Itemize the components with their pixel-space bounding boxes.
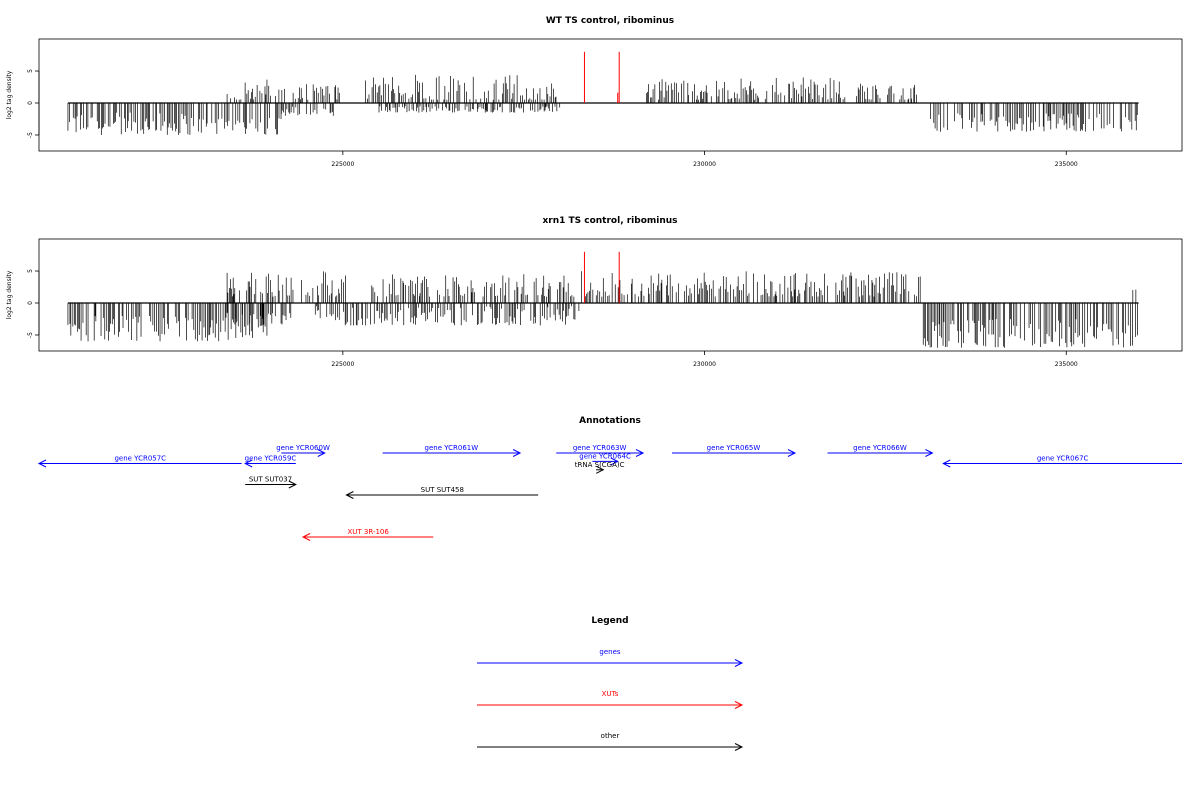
legend-label: genes (599, 648, 620, 656)
annotation-features: gene YCR057C gene YCR059C gene YCR060W gene… (37, 444, 1182, 541)
feature-label: tRNA S(CGA)C (575, 461, 625, 469)
feature-label: SUT SUT037 (249, 476, 292, 484)
y-tick-label: 0 (27, 101, 34, 105)
panel-xrn1-frame (38, 238, 1183, 352)
panel-wt-axes: -5 0 5 225000 230000 235000 (27, 69, 1078, 168)
panel-wt-frame (38, 38, 1183, 152)
annotations-title: Annotations (579, 416, 641, 426)
panel-xrn1-ylabel: log2 tag density (6, 270, 13, 319)
legend-label: XUTs (602, 690, 619, 698)
annotations-track: Annotations gene YCR057C gene YCR059Cgene… (37, 416, 1182, 541)
panel-xrn1-axes: -5 0 5 225000 230000 235000 (27, 269, 1078, 368)
panel-wt-marks (67, 51, 1139, 135)
legend-arrow-head (734, 659, 744, 667)
feature-label: gene YCR061W (425, 444, 479, 452)
feature-arrow-head (596, 465, 605, 474)
x-tick-label: 230000 (693, 361, 716, 368)
panel-xrn1-title: xrn1 TS control, ribominus (542, 216, 677, 226)
feature-label: gene YCR059C (245, 455, 297, 463)
y-tick-label: -5 (27, 332, 34, 338)
feature-arrow-head (288, 480, 297, 489)
feature-arrow-head (942, 459, 951, 468)
feature-label: gene YCR060W (276, 444, 330, 452)
feature-arrow-head (301, 533, 311, 541)
feature-arrow-head (345, 491, 354, 499)
y-tick-label: 0 (27, 301, 34, 305)
legend-title: Legend (591, 616, 628, 626)
feature-arrow-head (37, 459, 47, 468)
panel-wt-ylabel: log2 tag density (6, 70, 13, 119)
feature-label: gene YCR066W (853, 444, 907, 452)
legend-arrow-head (734, 701, 744, 709)
feature-arrow-head (787, 449, 797, 457)
y-tick-label: 5 (27, 269, 34, 273)
feature-label: gene YCR067C (1037, 455, 1089, 463)
feature-label: gene YCR065W (707, 444, 761, 452)
x-tick-label: 235000 (1055, 361, 1078, 368)
feature-arrow-head (244, 459, 253, 468)
feature-arrow-head (317, 449, 326, 457)
panel-xrn1-marks (67, 251, 1139, 348)
x-tick-label: 225000 (331, 161, 354, 168)
legend: Legend genes XUTs other (477, 616, 744, 751)
legend-entries: genes XUTs other (477, 648, 744, 751)
feature-label: gene YCR063W (573, 444, 627, 452)
panel-xrn1: xrn1 TS control, ribominus log2 tag dens… (6, 216, 1183, 368)
legend-arrow-head (734, 743, 744, 751)
x-tick-label: 235000 (1055, 161, 1078, 168)
feature-label: gene YCR057C (114, 455, 166, 463)
feature-arrow-head (925, 449, 934, 457)
legend-label: other (601, 732, 620, 740)
feature-arrow-head (635, 449, 645, 457)
feature-label: XUT 3R-106 (347, 528, 389, 536)
y-tick-label: -5 (27, 132, 34, 138)
feature-label: gene YCR064C (579, 452, 631, 460)
y-tick-label: 5 (27, 69, 34, 73)
x-tick-label: 230000 (693, 161, 716, 168)
feature-arrow-head (512, 449, 522, 457)
feature-label: SUT SUT458 (421, 486, 464, 494)
feature-arrow-head (610, 457, 619, 466)
x-tick-label: 225000 (331, 361, 354, 368)
panel-wt-title: WT TS control, ribominus (546, 16, 674, 26)
panel-wt: WT TS control, ribominus log2 tag densit… (6, 16, 1183, 168)
